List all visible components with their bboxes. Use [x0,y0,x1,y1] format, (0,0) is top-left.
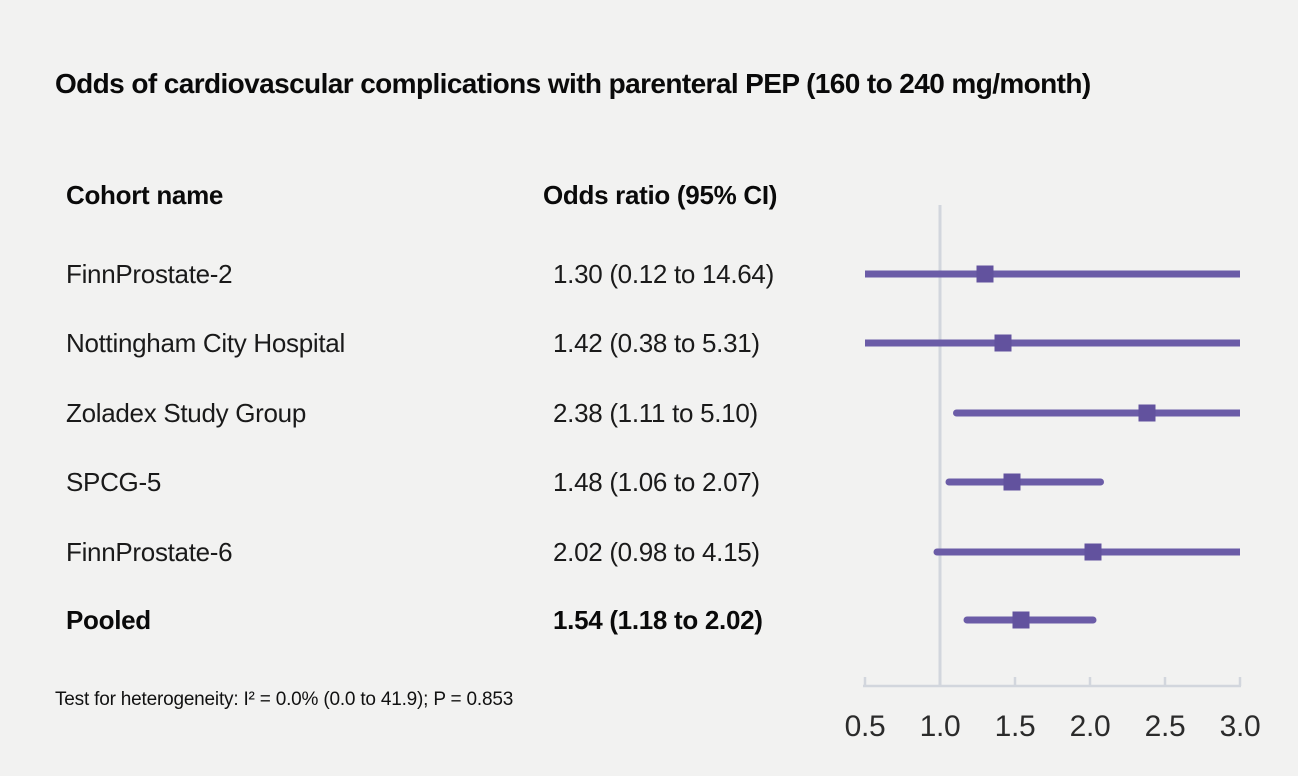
odds-ratio-value: 1.30 (0.12 to 14.64) [553,259,774,289]
cohort-label: SPCG-5 [66,467,162,497]
ci-cap-left [953,409,960,417]
odds-ratio-value: 2.38 (1.11 to 5.10) [553,398,758,428]
cohort-label: Zoladex Study Group [66,398,306,428]
point-estimate-marker [976,265,994,283]
odds-ratio-value: 2.02 (0.98 to 4.15) [553,537,760,567]
tick-label: 3.0 [1220,710,1261,743]
point-estimate-marker [994,334,1012,352]
point-estimate-marker [1003,473,1021,491]
odds-ratio-value: 1.42 (0.38 to 5.31) [553,328,760,358]
odds-ratio-value: 1.48 (1.06 to 2.07) [553,467,760,497]
tick-label: 2.5 [1145,710,1186,743]
ci-cap-left [933,548,941,556]
heterogeneity-note: Test for heterogeneity: I² = 0.0% (0.0 t… [55,689,514,710]
tick-label: 1.5 [995,710,1036,743]
ci-cap-left [963,616,971,624]
column-header-cohort: Cohort name [66,180,224,210]
figure-title: Odds of cardiovascular complications wit… [55,68,1091,99]
cohort-label: FinnProstate-6 [66,537,233,567]
ci-cap-left [945,478,953,486]
cohort-label: FinnProstate-2 [66,259,233,289]
tick-label: 2.0 [1070,710,1111,743]
tick-label: 1.0 [920,710,961,743]
ci-cap-right [1097,478,1104,486]
point-estimate-marker [1138,404,1156,422]
column-header-odds-ratio: Odds ratio (95% CI) [543,180,778,210]
point-estimate-marker [1084,543,1102,561]
tick-label: 0.5 [845,710,886,743]
pooled-estimate-marker [1012,611,1030,629]
cohort-label: Nottingham City Hospital [66,328,345,358]
cohort-label: Pooled [66,605,151,635]
odds-ratio-value: 1.54 (1.18 to 2.02) [553,605,763,635]
ci-cap-right [1089,616,1097,624]
